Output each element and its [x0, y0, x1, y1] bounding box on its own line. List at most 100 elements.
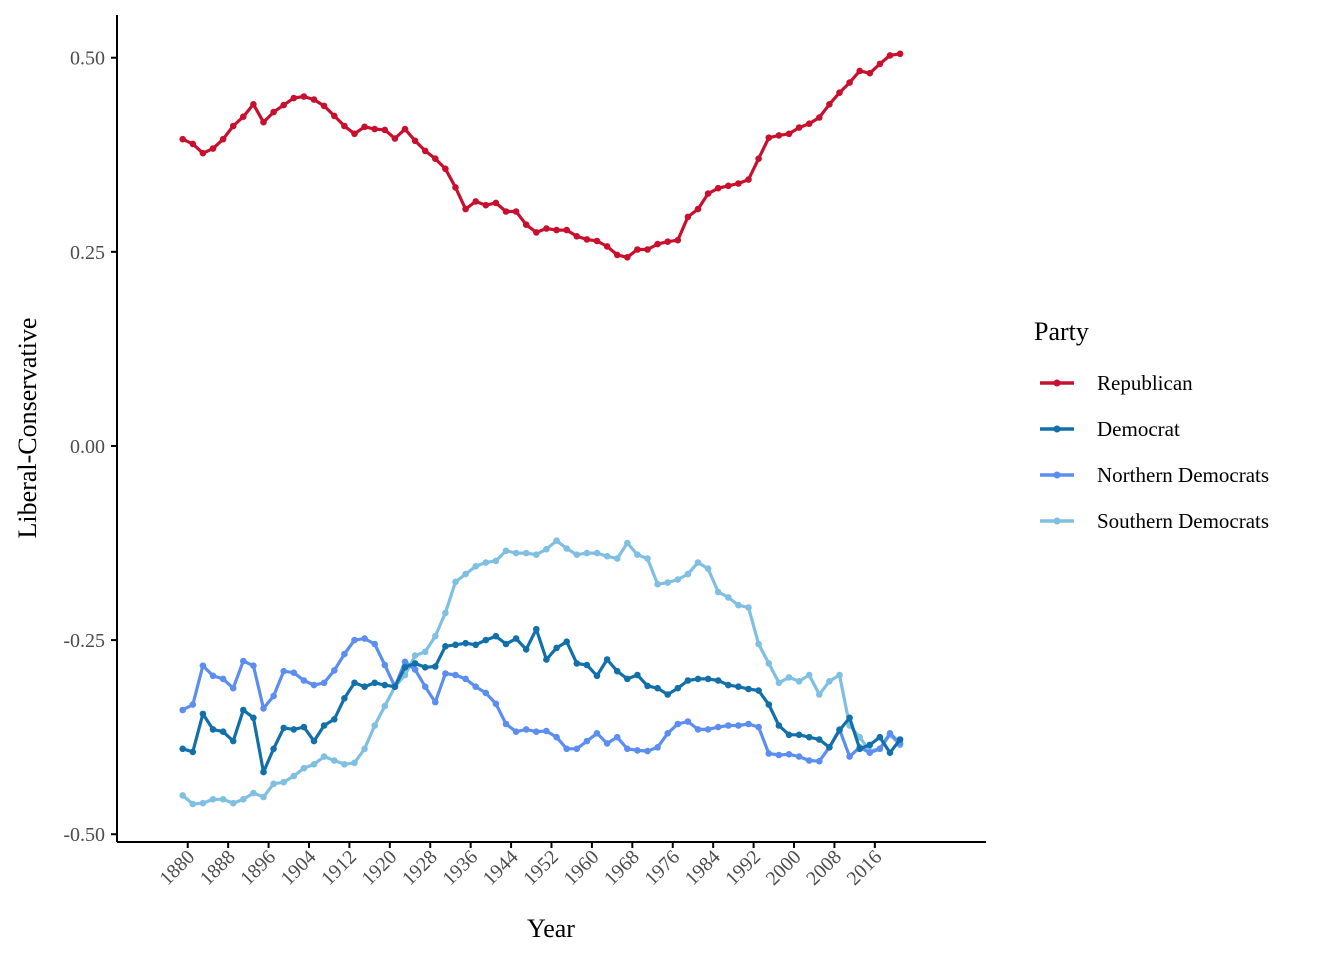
- legend-item: Democrat: [1040, 417, 1180, 441]
- data-point: [270, 692, 277, 700]
- data-point: [573, 660, 581, 667]
- data-point: [846, 79, 853, 86]
- data-point: [250, 101, 257, 108]
- y-tick-label: -0.50: [63, 824, 105, 846]
- series-line: [181, 52, 902, 259]
- data-point: [836, 726, 843, 734]
- x-tick-label: 1920: [358, 846, 402, 890]
- data-point: [452, 184, 459, 191]
- data-point: [442, 670, 449, 677]
- data-point: [522, 726, 530, 733]
- data-point: [785, 751, 793, 758]
- data-point: [583, 549, 591, 557]
- data-point: [341, 695, 348, 702]
- data-point: [179, 792, 186, 799]
- data-point: [341, 122, 348, 130]
- data-point: [886, 730, 894, 737]
- data-point: [522, 221, 530, 228]
- data-point: [371, 640, 379, 648]
- data-point: [785, 674, 793, 681]
- data-point: [512, 728, 520, 735]
- data-point: [482, 636, 490, 644]
- data-point: [603, 243, 611, 250]
- data-point: [735, 180, 742, 187]
- data-point: [381, 681, 389, 689]
- data-point: [361, 123, 368, 131]
- data-point: [714, 723, 722, 731]
- data-point: [553, 644, 560, 652]
- data-point: [654, 240, 661, 248]
- data-point: [482, 201, 490, 209]
- data-point: [573, 745, 581, 753]
- data-point: [543, 545, 550, 553]
- data-point: [644, 246, 651, 253]
- data-point: [674, 576, 682, 583]
- data-point: [310, 737, 318, 745]
- x-tick-label: 1936: [438, 846, 482, 890]
- y-tick-label: 0.50: [70, 48, 105, 70]
- data-point: [866, 69, 874, 77]
- data-point: [876, 745, 884, 753]
- data-point: [573, 233, 581, 240]
- data-point: [795, 731, 803, 739]
- data-point: [240, 706, 247, 714]
- data-point: [320, 102, 328, 110]
- data-point: [714, 588, 722, 596]
- x-tick-label: 1968: [600, 846, 644, 890]
- data-point: [411, 137, 419, 145]
- legend-key-point: [1053, 471, 1061, 479]
- data-point: [704, 190, 712, 197]
- data-point: [361, 635, 368, 642]
- data-point: [219, 135, 227, 143]
- data-point: [613, 555, 621, 562]
- data-point: [714, 184, 722, 192]
- data-point: [664, 691, 671, 698]
- data-point: [795, 124, 803, 131]
- data-point: [775, 751, 783, 759]
- data-point: [795, 678, 803, 685]
- data-point: [704, 565, 712, 572]
- data-point: [563, 745, 570, 753]
- y-tick-label: 0.00: [70, 436, 105, 458]
- data-point: [209, 726, 217, 733]
- data-point: [583, 661, 591, 669]
- data-point: [320, 679, 328, 687]
- data-point: [401, 125, 409, 133]
- data-point: [856, 745, 863, 753]
- data-point: [826, 678, 833, 685]
- data-point: [229, 684, 237, 692]
- data-point: [452, 578, 459, 586]
- legend-key-point: [1053, 517, 1061, 525]
- data-point: [391, 683, 399, 690]
- data-point: [290, 94, 298, 102]
- data-point: [179, 745, 186, 753]
- data-point: [432, 632, 439, 640]
- data-point: [411, 660, 419, 667]
- data-point: [745, 720, 752, 728]
- data-point: [310, 96, 318, 103]
- data-point: [371, 722, 379, 729]
- series-northern-democrats: [179, 635, 904, 765]
- data-point: [765, 134, 773, 141]
- data-point: [624, 675, 631, 683]
- data-point: [735, 722, 742, 729]
- data-point: [260, 793, 267, 801]
- data-point: [290, 669, 298, 676]
- series-line: [181, 627, 902, 774]
- data-point: [583, 236, 591, 243]
- data-point: [805, 757, 813, 764]
- data-point: [502, 640, 510, 648]
- x-tick-label: 1928: [398, 846, 442, 890]
- data-point: [361, 683, 368, 690]
- data-point: [432, 155, 439, 162]
- data-point: [725, 722, 732, 729]
- data-point: [856, 67, 863, 75]
- x-tick-label: 1960: [560, 846, 604, 890]
- data-point: [512, 549, 520, 557]
- data-point: [411, 666, 419, 673]
- data-point: [240, 113, 247, 120]
- data-point: [745, 685, 752, 693]
- data-point: [613, 251, 621, 259]
- data-point: [573, 551, 581, 558]
- data-point: [694, 726, 702, 733]
